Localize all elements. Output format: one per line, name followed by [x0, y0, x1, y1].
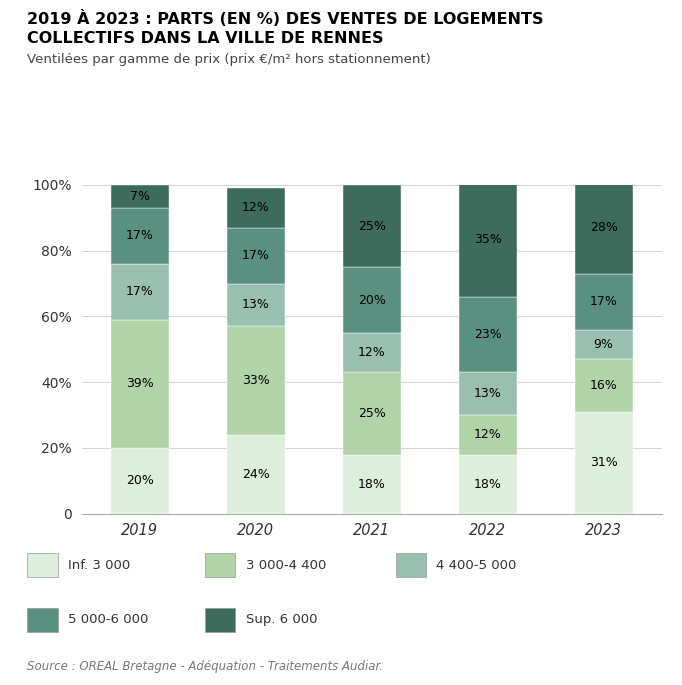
- Text: 20%: 20%: [126, 475, 153, 487]
- Text: 39%: 39%: [126, 377, 153, 390]
- Bar: [226, 435, 285, 514]
- Bar: [574, 329, 633, 359]
- Bar: [574, 182, 633, 274]
- Text: 17%: 17%: [242, 249, 269, 262]
- Text: 23%: 23%: [474, 328, 501, 341]
- Bar: [110, 448, 169, 514]
- Bar: [342, 373, 400, 455]
- Bar: [458, 297, 517, 373]
- Bar: [110, 185, 169, 208]
- Text: 20%: 20%: [358, 294, 385, 306]
- Text: Source : OREAL Bretagne - Adéquation - Traitements Audiar.: Source : OREAL Bretagne - Adéquation - T…: [27, 660, 383, 673]
- Text: 7%: 7%: [130, 190, 150, 203]
- Text: 5 000-6 000: 5 000-6 000: [68, 614, 149, 626]
- Text: 17%: 17%: [126, 286, 153, 298]
- Bar: [110, 208, 169, 264]
- Text: 16%: 16%: [590, 379, 617, 392]
- Bar: [574, 359, 633, 412]
- Text: Inf. 3 000: Inf. 3 000: [68, 559, 130, 571]
- Text: 17%: 17%: [126, 229, 153, 242]
- Text: 12%: 12%: [358, 346, 385, 359]
- Text: 25%: 25%: [358, 407, 385, 420]
- Text: 28%: 28%: [590, 221, 617, 234]
- Text: 9%: 9%: [593, 338, 614, 351]
- Text: 2019 À 2023 : PARTS (EN %) DES VENTES DE LOGEMENTS: 2019 À 2023 : PARTS (EN %) DES VENTES DE…: [27, 10, 544, 27]
- Bar: [226, 284, 285, 326]
- Bar: [226, 227, 285, 284]
- Text: Ventilées par gamme de prix (prix €/m² hors stationnement): Ventilées par gamme de prix (prix €/m² h…: [27, 53, 431, 66]
- Text: 4 400-5 000: 4 400-5 000: [436, 559, 517, 571]
- Bar: [110, 320, 169, 448]
- Bar: [342, 267, 400, 333]
- Bar: [458, 455, 517, 514]
- Text: Sup. 6 000: Sup. 6 000: [246, 614, 317, 626]
- Bar: [342, 455, 400, 514]
- Bar: [574, 274, 633, 329]
- Bar: [458, 182, 517, 297]
- Text: 12%: 12%: [474, 428, 501, 441]
- Bar: [458, 415, 517, 455]
- Text: 18%: 18%: [358, 477, 385, 490]
- Text: 12%: 12%: [242, 201, 269, 214]
- Text: 13%: 13%: [474, 387, 501, 400]
- Bar: [342, 185, 400, 267]
- Text: 17%: 17%: [590, 295, 617, 308]
- Text: COLLECTIFS DANS LA VILLE DE RENNES: COLLECTIFS DANS LA VILLE DE RENNES: [27, 31, 384, 46]
- Bar: [342, 333, 400, 373]
- Text: 25%: 25%: [358, 220, 385, 232]
- Bar: [458, 373, 517, 415]
- Bar: [226, 188, 285, 227]
- Text: 13%: 13%: [242, 299, 269, 312]
- Text: 35%: 35%: [474, 233, 501, 246]
- Text: 18%: 18%: [474, 477, 501, 490]
- Bar: [226, 326, 285, 435]
- Text: 31%: 31%: [590, 456, 617, 469]
- Bar: [574, 412, 633, 514]
- Text: 33%: 33%: [242, 374, 269, 387]
- Text: 3 000-4 400: 3 000-4 400: [246, 559, 326, 571]
- Text: 24%: 24%: [242, 468, 269, 481]
- Bar: [110, 264, 169, 320]
